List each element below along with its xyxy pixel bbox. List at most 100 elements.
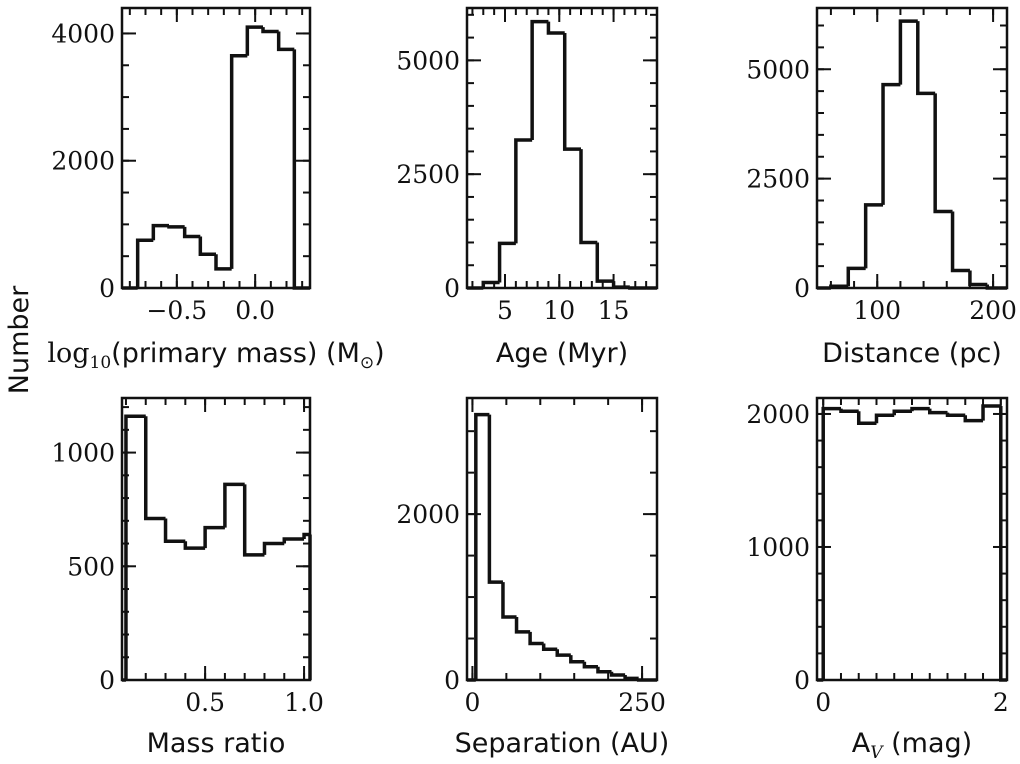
histogram-bin [963, 415, 984, 423]
histogram-bin [514, 138, 533, 244]
x-tick-label: 0 [464, 688, 480, 717]
histogram-bin [968, 270, 988, 287]
histogram-bin [541, 643, 558, 652]
xlabel-close: ) [374, 338, 385, 369]
histogram-bin [292, 49, 310, 290]
x-tick-label: 100 [853, 296, 901, 325]
histogram-bin [135, 238, 154, 288]
histogram-bin [856, 411, 877, 426]
histogram-bin [163, 518, 186, 544]
shared-y-axis-label: Number [4, 285, 35, 394]
histogram-bin [276, 31, 295, 52]
histogram-bin [555, 649, 571, 657]
histogram-bin [530, 19, 549, 141]
histogram-bin [910, 406, 930, 412]
y-tick-label: 5000 [746, 55, 810, 84]
histogram-bin [874, 413, 895, 424]
histogram-bin [829, 284, 849, 288]
histogram-bin [198, 236, 216, 257]
primary-mass-plot-frame [120, 6, 312, 290]
distance-plot-frame [815, 6, 1009, 290]
histogram-bin [628, 286, 647, 290]
y-tick-label: 0 [444, 274, 460, 303]
distance-histogram [817, 19, 1007, 290]
primary-mass-minor-ticks [122, 8, 310, 289]
histogram-bin [846, 266, 866, 287]
histogram-bin [528, 631, 544, 646]
x-tick-label: 250 [618, 688, 666, 717]
y-tick-label: 0 [444, 666, 460, 695]
histogram-bin [481, 280, 500, 288]
histogram-bin [182, 226, 201, 239]
histogram-bin [898, 19, 918, 85]
histogram-bin [487, 414, 503, 584]
histogram-bin [928, 408, 948, 415]
histogram-bin [595, 242, 614, 283]
histogram-bin [579, 149, 598, 245]
histogram-bin [916, 21, 936, 96]
x-tick-label: 200 [969, 296, 1017, 325]
histogram-bin [821, 406, 841, 680]
y-tick-label: 2000 [746, 400, 810, 429]
age-plot-frame [465, 6, 659, 290]
histogram-bin [950, 211, 970, 273]
separation-plot-frame [465, 396, 659, 682]
panel-separation: 0 250 0 2000 Separation (AU) [396, 396, 670, 759]
x-tick-label: 0 [815, 688, 831, 717]
histogram-bin [262, 541, 285, 555]
y-tick-label: 2500 [396, 160, 460, 189]
y-tick-label: 1000 [746, 533, 810, 562]
mass-ratio-x-axis-label: Mass ratio [147, 728, 286, 759]
panel-distance: 100 200 0 2500 5000 Distance (pc) [746, 6, 1017, 369]
histogram-bin [474, 412, 490, 680]
y-tick-label: 1000 [51, 439, 115, 468]
histogram-bin [261, 27, 279, 34]
extinction-x-axis-label: AV (mag) [852, 728, 972, 763]
xlabel-a: A [852, 728, 871, 759]
mass-ratio-minor-ticks [122, 398, 310, 681]
y-tick-label: 0 [794, 274, 810, 303]
histogram-bin [223, 482, 245, 528]
panel-primary-mass: −0.5 0.0 0 2000 4000 log10(primary mass) (M⊙) [47, 6, 385, 373]
histogram-bin [569, 655, 585, 664]
x-tick-label: 15 [598, 296, 630, 325]
histogram-bin [183, 541, 206, 550]
mass-ratio-plot-frame [120, 396, 312, 682]
histogram-bin [562, 33, 581, 151]
histogram-bin [933, 93, 953, 214]
x-tick-label: 2 [993, 688, 1009, 717]
distance-minor-ticks [817, 8, 1007, 289]
histogram-bin [124, 414, 146, 680]
sun-symbol: ⊙ [360, 353, 374, 373]
x-tick-label: 10 [543, 296, 575, 325]
histogram-bin [245, 25, 263, 56]
extinction-minor-ticks [817, 398, 1007, 681]
histogram-bin [143, 416, 166, 521]
xlabel-subscript: 10 [90, 353, 112, 373]
histogram-bin [863, 203, 884, 269]
histogram-bin [282, 537, 305, 544]
mass-ratio-histogram [122, 414, 312, 682]
separation-x-axis-label: Separation (AU) [455, 728, 670, 759]
y-tick-label: 2000 [396, 500, 460, 529]
histogram-bin [582, 661, 598, 669]
x-tick-label: −0.5 [146, 296, 207, 325]
histogram-bin [302, 532, 310, 539]
histogram-bin [167, 225, 185, 229]
distance-x-axis-label: Distance (pc) [822, 338, 1002, 369]
panel-extinction: 0 2 0 1000 2000 AV (mag) [746, 396, 1009, 763]
y-tick-label: 0 [794, 666, 810, 695]
histogram-bin [214, 254, 232, 271]
histogram-bin [151, 223, 169, 241]
histogram-bin [514, 616, 531, 634]
histogram-bin [945, 412, 966, 418]
extinction-plot-frame [815, 396, 1009, 682]
primary-mass-x-axis-label: log10(primary mass) (M⊙) [47, 338, 384, 373]
histogram-bin [892, 409, 912, 416]
y-tick-label: 4000 [51, 19, 115, 48]
age-histogram [467, 19, 657, 290]
histogram-bin [229, 53, 248, 269]
panel-age: 5 10 15 0 2500 5000 Age (Myr) [396, 6, 659, 369]
y-tick-label: 500 [67, 552, 115, 581]
